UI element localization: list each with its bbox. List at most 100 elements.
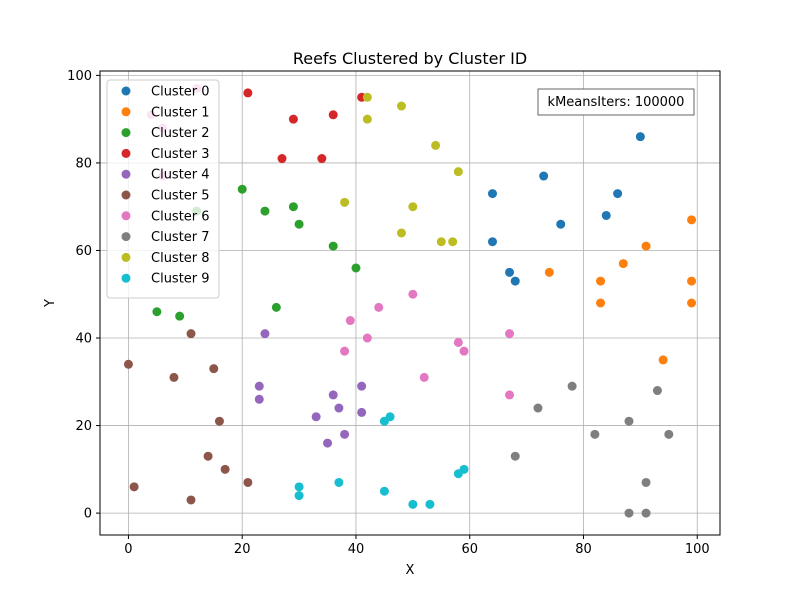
scatter-point-cluster-7 (624, 508, 634, 518)
scatter-point-cluster-4 (340, 429, 350, 439)
scatter-point-cluster-0 (505, 267, 515, 277)
scatter-point-cluster-6 (453, 337, 463, 347)
legend-marker (121, 128, 131, 138)
scatter-point-cluster-0 (601, 210, 611, 220)
annotation-box: kMeansIters: 100000 (537, 88, 695, 116)
y-tick-label: 100 (67, 69, 92, 84)
scatter-point-cluster-5 (209, 364, 219, 374)
scatter-point-cluster-4 (254, 394, 264, 404)
x-tick-label: 80 (575, 542, 592, 557)
legend-label: Cluster 3 (151, 147, 210, 162)
scatter-point-cluster-0 (613, 189, 623, 199)
legend-label: Cluster 2 (151, 126, 210, 141)
scatter-point-cluster-2 (328, 241, 338, 251)
scatter-point-cluster-3 (243, 88, 253, 98)
scatter-point-cluster-1 (596, 298, 606, 308)
legend-label: Cluster 0 (151, 85, 210, 100)
scatter-point-cluster-6 (345, 316, 355, 326)
legend-marker (121, 190, 131, 200)
scatter-point-cluster-5 (129, 482, 139, 492)
scatter-point-cluster-7 (641, 508, 651, 518)
scatter-point-cluster-0 (487, 237, 497, 247)
scatter-point-cluster-7 (590, 429, 600, 439)
scatter-point-cluster-8 (396, 101, 406, 111)
scatter-point-cluster-1 (641, 241, 651, 251)
scatter-point-cluster-4 (323, 438, 333, 448)
scatter-point-cluster-6 (340, 346, 350, 356)
scatter-point-cluster-2 (294, 219, 304, 229)
scatter-point-cluster-6 (505, 329, 515, 339)
scatter-point-cluster-6 (419, 372, 429, 382)
legend-marker (121, 148, 131, 158)
scatter-point-cluster-9 (379, 416, 389, 426)
scatter-point-cluster-0 (539, 171, 549, 181)
scatter-point-cluster-7 (652, 386, 662, 396)
grid-lines (100, 71, 720, 535)
scatter-point-cluster-9 (334, 477, 344, 487)
scatter-point-cluster-8 (436, 237, 446, 247)
scatter-point-cluster-6 (374, 302, 384, 312)
y-tick-label: 80 (75, 156, 92, 171)
scatter-point-cluster-4 (357, 407, 367, 417)
scatter-point-cluster-2 (351, 263, 361, 273)
legend-label: Cluster 6 (151, 209, 210, 224)
scatter-point-cluster-6 (408, 289, 418, 299)
annotation-text: kMeansIters: 100000 (548, 95, 685, 110)
scatter-point-cluster-2 (152, 307, 162, 317)
x-tick-label: 20 (234, 542, 251, 557)
scatter-point-cluster-3 (288, 114, 298, 124)
legend-label: Cluster 8 (151, 251, 210, 266)
scatter-point-cluster-9 (425, 499, 435, 509)
scatter-point-cluster-3 (317, 154, 327, 164)
x-axis-label: X (406, 563, 415, 578)
legend-label: Cluster 7 (151, 230, 210, 245)
legend-marker (121, 211, 131, 221)
scatter-point-cluster-8 (431, 140, 441, 150)
y-axis-label: Y (43, 299, 58, 308)
legend-marker (121, 86, 131, 96)
scatter-point-cluster-5 (123, 359, 133, 369)
scatter-point-cluster-5 (243, 477, 253, 487)
scatter-point-cluster-9 (379, 486, 389, 496)
scatter-point-cluster-4 (311, 412, 321, 422)
scatter-point-cluster-6 (459, 346, 469, 356)
legend-label: Cluster 4 (151, 168, 210, 183)
scatter-point-cluster-9 (408, 499, 418, 509)
legend-marker (121, 169, 131, 179)
scatter-point-cluster-5 (203, 451, 213, 461)
chart-title: Reefs Clustered by Cluster ID (293, 49, 527, 68)
scatter-point-cluster-0 (487, 189, 497, 199)
scatter-point-cluster-8 (408, 202, 418, 212)
scatter-point-cluster-8 (396, 228, 406, 238)
scatter-point-cluster-8 (453, 167, 463, 177)
x-tick-label: 60 (461, 542, 478, 557)
scatter-point-cluster-6 (362, 333, 372, 343)
y-tick-label: 60 (75, 244, 92, 259)
scatter-point-cluster-7 (567, 381, 577, 391)
scatter-point-cluster-1 (658, 355, 668, 365)
legend-marker (121, 232, 131, 242)
scatter-point-cluster-3 (277, 154, 287, 164)
scatter-point-cluster-7 (624, 416, 634, 426)
scatter-point-cluster-2 (237, 184, 247, 194)
scatter-point-cluster-2 (271, 302, 281, 312)
scatter-point-cluster-5 (214, 416, 224, 426)
legend-marker (121, 252, 131, 262)
scatter-point-cluster-0 (635, 132, 645, 142)
scatter-point-cluster-7 (510, 451, 520, 461)
scatter-point-cluster-7 (641, 477, 651, 487)
scatter-point-cluster-1 (596, 276, 606, 286)
scatter-point-cluster-9 (453, 469, 463, 479)
legend-label: Cluster 5 (151, 189, 210, 204)
legend: Cluster 0 Cluster 1 Cluster 2 Cluster 3 Clus… (106, 79, 220, 299)
legend-label: Cluster 9 (151, 272, 210, 287)
scatter-point-cluster-1 (687, 276, 697, 286)
scatter-point-cluster-2 (288, 202, 298, 212)
scatter-point-cluster-8 (340, 197, 350, 207)
scatter-point-cluster-5 (186, 495, 196, 505)
scatter-point-cluster-1 (687, 215, 697, 225)
data-points (123, 84, 697, 518)
x-tick-label: 0 (124, 542, 132, 557)
scatter-point-cluster-2 (260, 206, 270, 216)
